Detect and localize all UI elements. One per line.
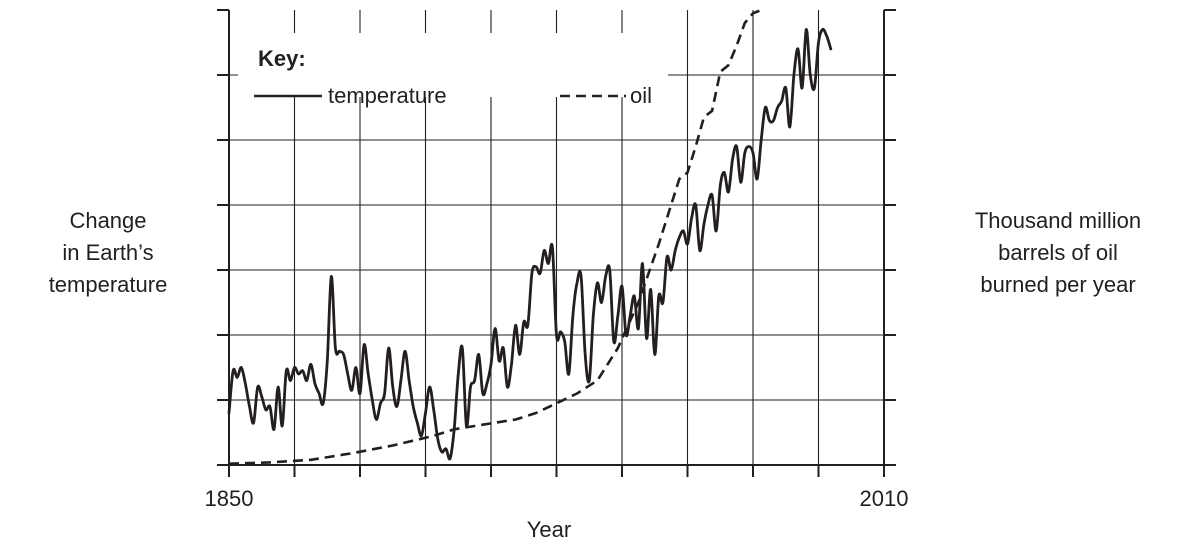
x-tick-labels: 1850 2010 bbox=[205, 486, 909, 511]
series-line-temperature bbox=[227, 27, 833, 461]
y-axis-label-right: Thousand million barrels of oil burned p… bbox=[975, 208, 1141, 297]
x-tick-label: 1850 bbox=[205, 486, 254, 511]
y-axis-label-left-line-3: temperature bbox=[49, 272, 168, 297]
legend-label-oil: oil bbox=[630, 83, 652, 108]
axes bbox=[217, 9, 896, 477]
legend: Key: temperature oil bbox=[238, 33, 668, 108]
y-axis-label-right-line-3: burned per year bbox=[980, 272, 1135, 297]
x-tick-label: 2010 bbox=[860, 486, 909, 511]
y-axis-label-left: Change in Earth’s temperature bbox=[49, 208, 168, 297]
legend-label-temperature: temperature bbox=[328, 83, 447, 108]
series-lines bbox=[227, 8, 833, 465]
y-axis-label-left-line-1: Change bbox=[69, 208, 146, 233]
y-axis-label-right-line-2: barrels of oil bbox=[998, 240, 1118, 265]
y-axis-label-right-line-1: Thousand million bbox=[975, 208, 1141, 233]
series-line-oil bbox=[228, 8, 762, 465]
y-axis-label-left-line-2: in Earth’s bbox=[62, 240, 153, 265]
legend-background bbox=[238, 33, 668, 97]
legend-title: Key: bbox=[258, 46, 306, 71]
x-axis-label: Year bbox=[527, 517, 571, 542]
